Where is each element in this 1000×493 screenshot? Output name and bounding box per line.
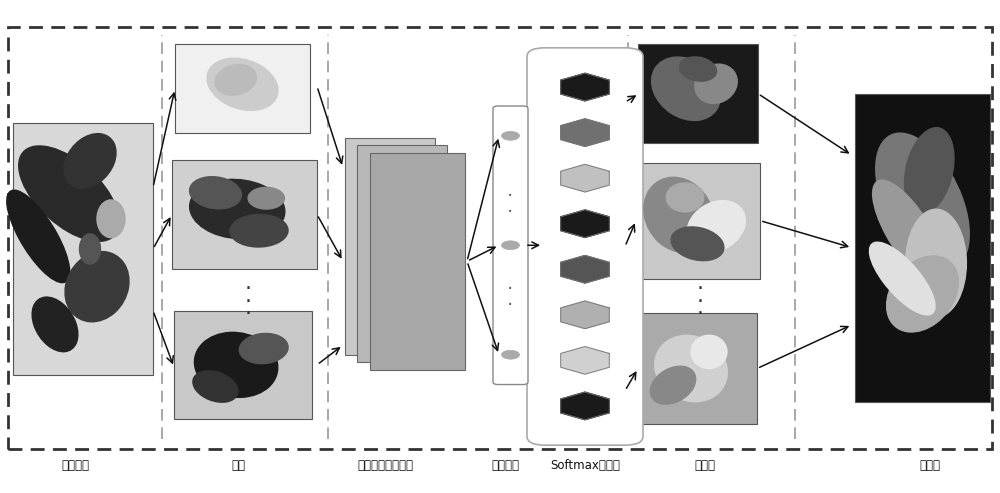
Ellipse shape: [230, 214, 288, 247]
Text: .: .: [244, 286, 252, 306]
FancyBboxPatch shape: [493, 106, 528, 385]
Text: 分割图: 分割图: [694, 459, 716, 472]
Bar: [174, 311, 312, 419]
Ellipse shape: [215, 65, 256, 95]
Text: .: .: [696, 286, 704, 306]
Polygon shape: [561, 210, 609, 238]
Text: 分块: 分块: [231, 459, 245, 472]
Polygon shape: [561, 301, 609, 329]
Text: 结果图: 结果图: [920, 459, 940, 472]
Bar: [175, 44, 310, 133]
Polygon shape: [561, 255, 609, 283]
Ellipse shape: [652, 57, 720, 120]
Text: .: .: [696, 274, 704, 293]
Ellipse shape: [7, 190, 70, 282]
Ellipse shape: [97, 200, 125, 238]
Text: .: .: [507, 274, 514, 293]
Bar: [172, 160, 317, 269]
Ellipse shape: [679, 57, 717, 81]
Text: Softmax分类器: Softmax分类器: [550, 459, 620, 472]
Ellipse shape: [19, 146, 119, 242]
Ellipse shape: [671, 227, 724, 261]
Ellipse shape: [655, 335, 727, 402]
Bar: [635, 163, 760, 279]
Bar: [345, 138, 435, 355]
Text: .: .: [696, 298, 704, 318]
Ellipse shape: [869, 242, 935, 315]
Ellipse shape: [666, 183, 704, 212]
FancyBboxPatch shape: [8, 27, 992, 449]
Text: .: .: [244, 274, 252, 293]
Ellipse shape: [239, 333, 288, 364]
Ellipse shape: [887, 256, 958, 332]
Ellipse shape: [65, 251, 129, 322]
Ellipse shape: [207, 58, 278, 110]
Ellipse shape: [695, 64, 737, 104]
Ellipse shape: [190, 179, 285, 239]
Text: 全链接层: 全链接层: [491, 459, 519, 472]
Polygon shape: [561, 119, 609, 146]
Ellipse shape: [80, 234, 101, 264]
Bar: [370, 153, 465, 370]
Text: .: .: [507, 198, 514, 216]
Text: .: .: [507, 290, 514, 310]
Circle shape: [501, 241, 520, 250]
Bar: [855, 94, 990, 402]
Bar: [13, 123, 153, 375]
Circle shape: [501, 131, 520, 140]
Polygon shape: [561, 392, 609, 420]
Ellipse shape: [248, 187, 284, 209]
Text: .: .: [507, 181, 514, 200]
Polygon shape: [561, 164, 609, 192]
Ellipse shape: [691, 335, 727, 369]
FancyBboxPatch shape: [527, 48, 643, 445]
Ellipse shape: [190, 176, 241, 209]
Ellipse shape: [905, 128, 954, 213]
Ellipse shape: [906, 209, 966, 317]
Ellipse shape: [193, 371, 238, 402]
Ellipse shape: [873, 180, 945, 284]
Text: .: .: [244, 298, 252, 318]
Text: 卷积、激活、池化: 卷积、激活、池化: [357, 459, 413, 472]
Ellipse shape: [64, 134, 116, 188]
Bar: [637, 313, 757, 424]
Ellipse shape: [194, 332, 278, 397]
Bar: [638, 44, 758, 143]
Ellipse shape: [644, 177, 714, 252]
Ellipse shape: [687, 201, 745, 252]
Ellipse shape: [32, 297, 78, 352]
Text: 原始图像: 原始图像: [61, 459, 89, 472]
Polygon shape: [561, 347, 609, 374]
Ellipse shape: [650, 366, 696, 404]
Ellipse shape: [876, 133, 969, 270]
Polygon shape: [561, 73, 609, 101]
Circle shape: [501, 350, 520, 359]
Bar: [357, 145, 447, 362]
